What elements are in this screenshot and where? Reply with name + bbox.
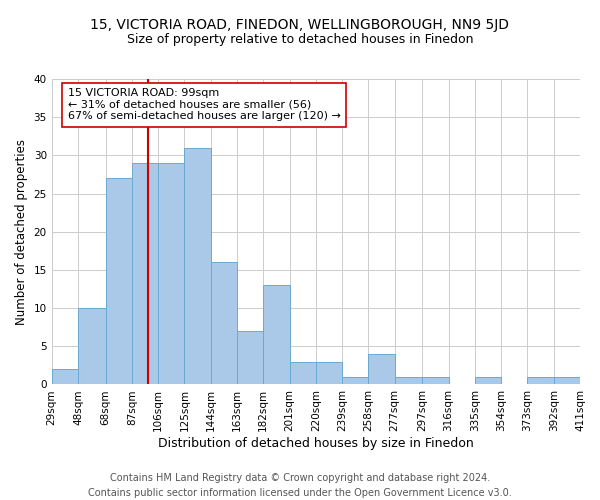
Y-axis label: Number of detached properties: Number of detached properties [15,138,28,324]
Bar [106,178,132,384]
Bar [78,308,106,384]
Text: Size of property relative to detached houses in Finedon: Size of property relative to detached ho… [127,32,473,46]
Bar [527,377,554,384]
Bar [158,163,184,384]
Bar [422,377,449,384]
Bar [52,369,78,384]
Bar [475,377,501,384]
Text: 15, VICTORIA ROAD, FINEDON, WELLINGBOROUGH, NN9 5JD: 15, VICTORIA ROAD, FINEDON, WELLINGBOROU… [91,18,509,32]
Bar [211,262,237,384]
Bar [395,377,422,384]
Bar [290,362,316,384]
Bar [368,354,395,384]
X-axis label: Distribution of detached houses by size in Finedon: Distribution of detached houses by size … [158,437,474,450]
Bar [554,377,580,384]
Bar [316,362,342,384]
Bar [237,331,263,384]
Text: 15 VICTORIA ROAD: 99sqm
← 31% of detached houses are smaller (56)
67% of semi-de: 15 VICTORIA ROAD: 99sqm ← 31% of detache… [68,88,340,122]
Text: Contains HM Land Registry data © Crown copyright and database right 2024.
Contai: Contains HM Land Registry data © Crown c… [88,472,512,498]
Bar [342,377,368,384]
Bar [263,285,290,384]
Bar [132,163,158,384]
Bar [184,148,211,384]
